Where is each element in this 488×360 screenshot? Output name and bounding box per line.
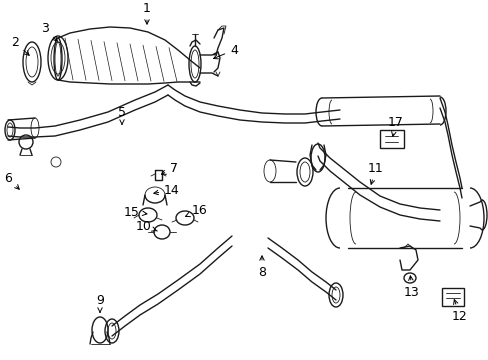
- Text: 8: 8: [258, 256, 265, 279]
- Bar: [379, 130, 403, 148]
- Text: 15: 15: [124, 206, 146, 219]
- Text: 3: 3: [41, 22, 57, 41]
- Text: 7: 7: [161, 162, 178, 175]
- Text: 16: 16: [185, 203, 207, 217]
- Text: 5: 5: [118, 105, 126, 124]
- Text: 17: 17: [387, 116, 403, 136]
- Bar: [441, 288, 463, 306]
- Text: 14: 14: [154, 184, 180, 197]
- Text: 1: 1: [143, 1, 151, 24]
- Text: 13: 13: [403, 276, 419, 298]
- Text: 2: 2: [11, 36, 29, 55]
- Text: 6: 6: [4, 171, 19, 189]
- Text: 10: 10: [136, 220, 157, 233]
- Text: 11: 11: [367, 162, 383, 184]
- Text: 12: 12: [451, 300, 467, 323]
- Text: 9: 9: [96, 293, 104, 312]
- Text: 4: 4: [213, 44, 238, 59]
